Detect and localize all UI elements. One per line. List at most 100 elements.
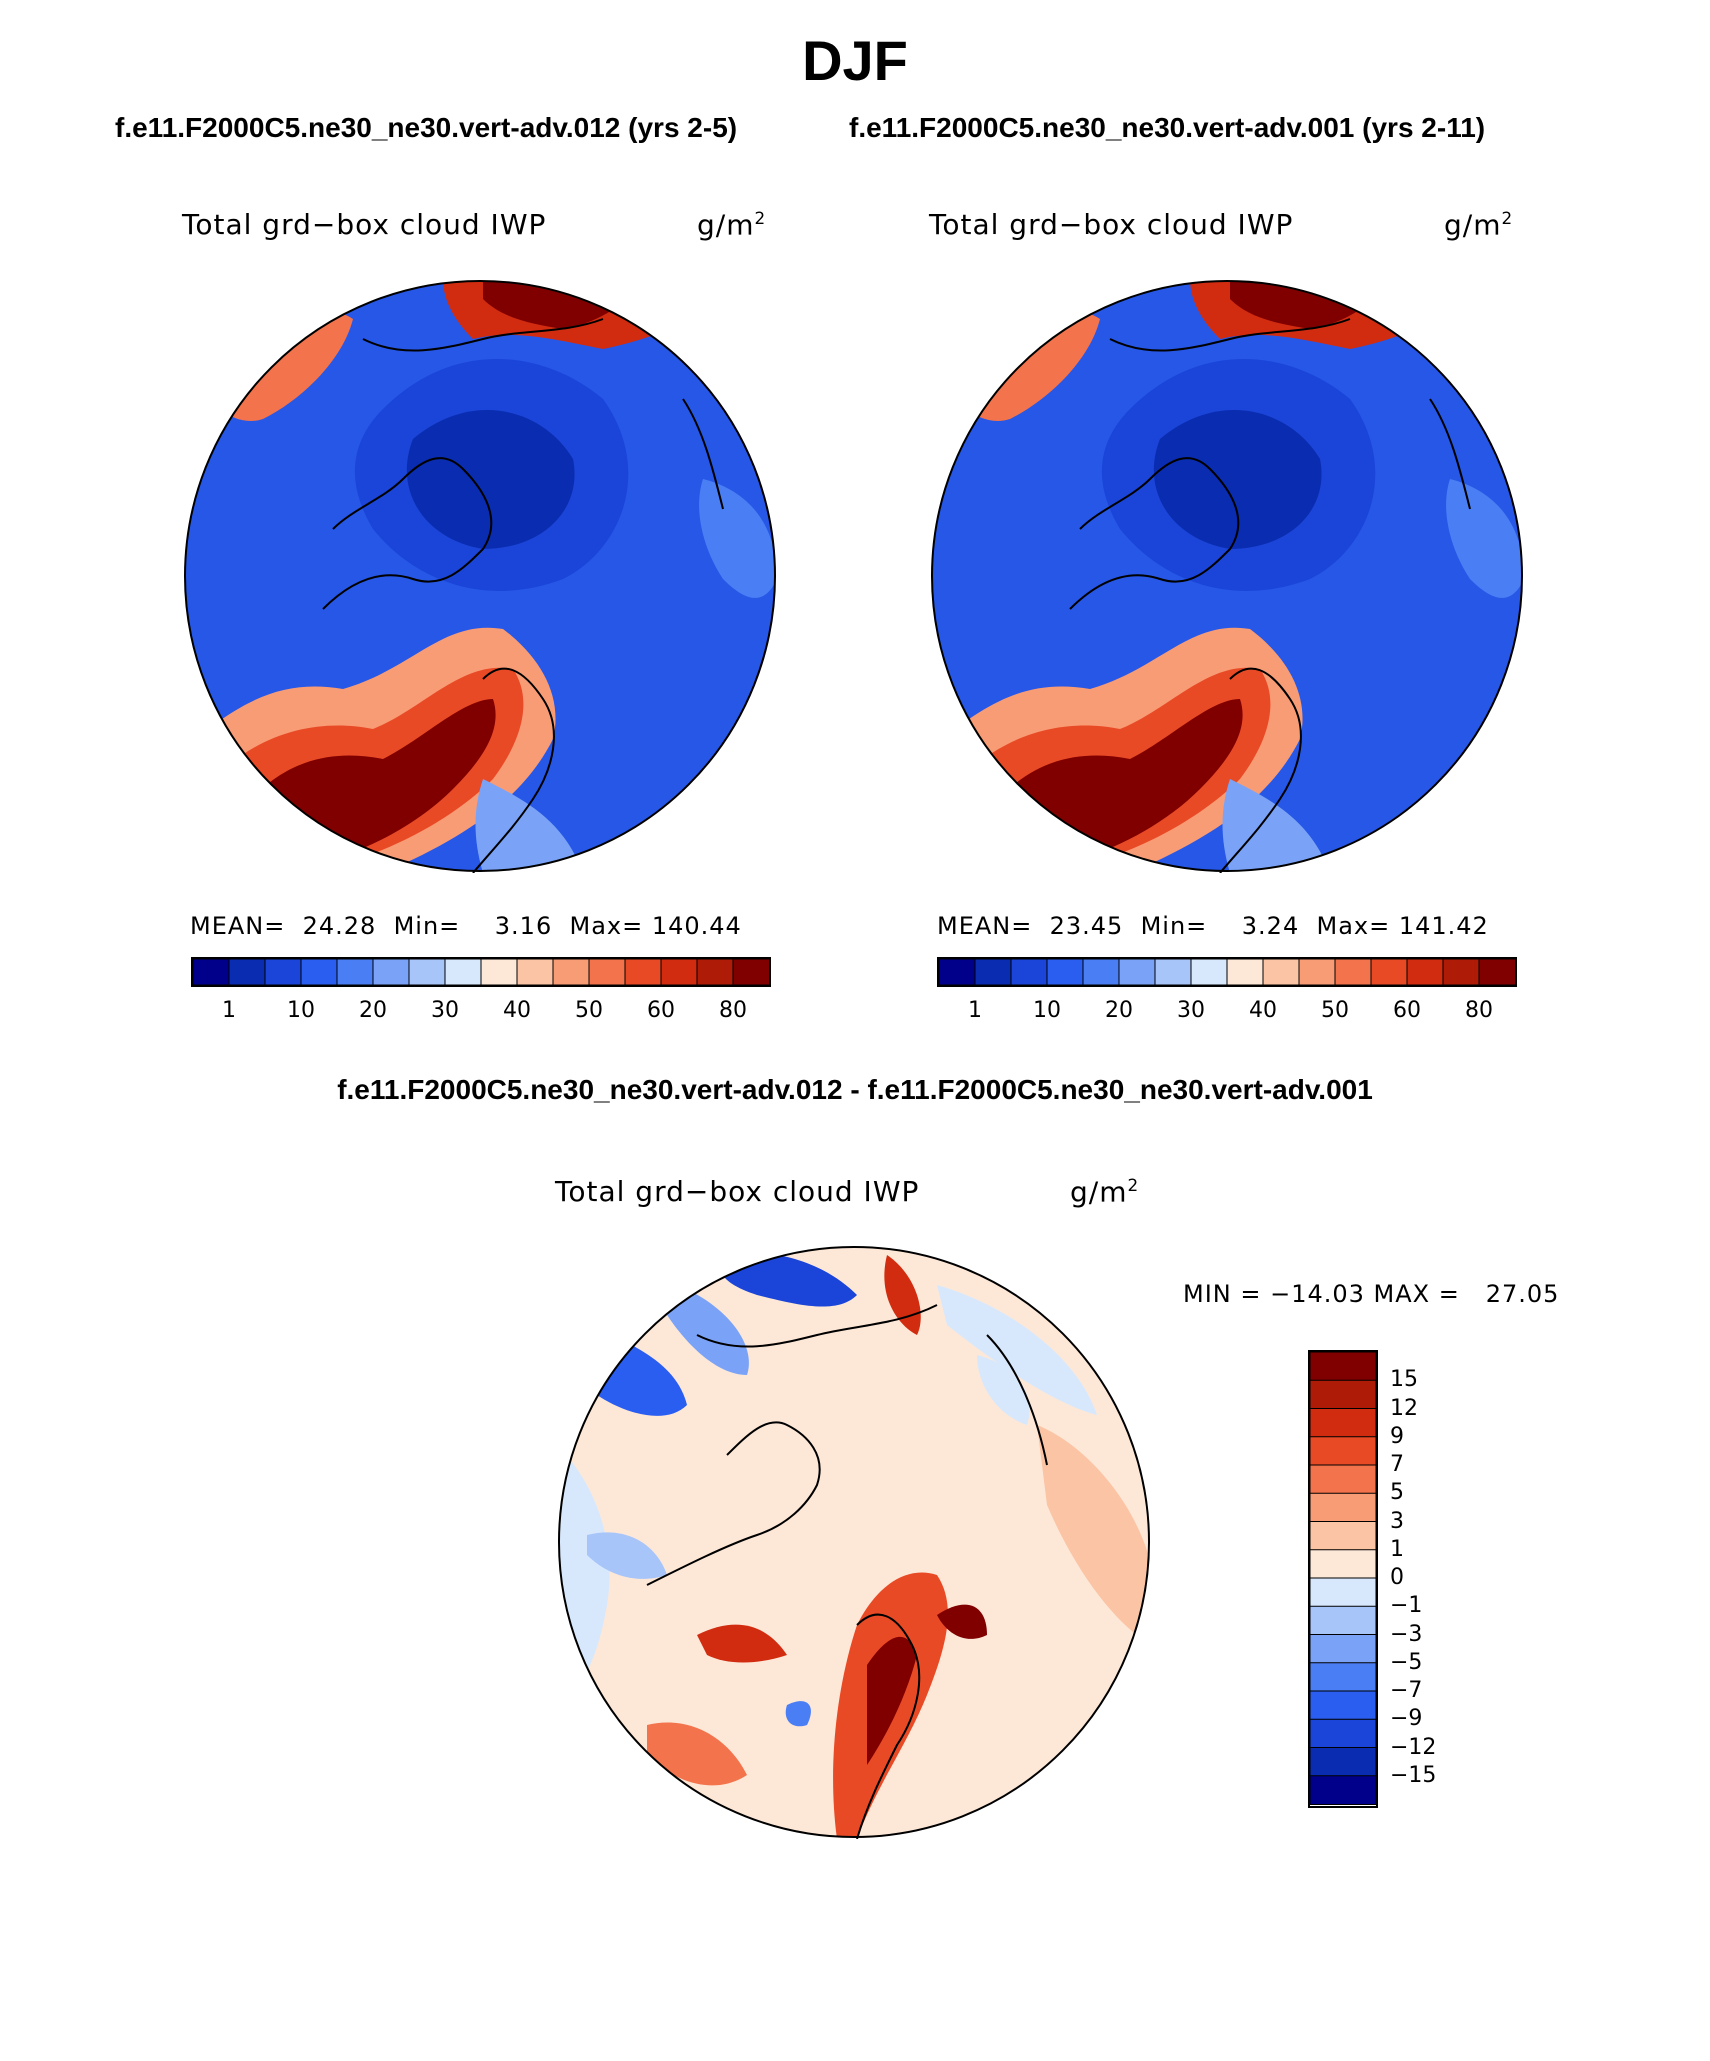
colorbar-right-tick-label: 10 — [1033, 998, 1061, 1023]
colorbar-right-tick-label: 40 — [1249, 998, 1277, 1023]
colorbar-diff-swatch — [1309, 1775, 1377, 1805]
minmax-diff: MIN = −14.03 MAX = 27.05 — [1183, 1280, 1560, 1308]
variable-label-right: Total grd−box cloud IWP — [929, 208, 1294, 241]
colorbar-diff-swatch — [1309, 1436, 1377, 1466]
colorbar-left-swatch — [516, 958, 554, 986]
colorbar-left-swatch — [336, 958, 374, 986]
colorbar-left-swatch — [444, 958, 482, 986]
colorbar-right-tick-label: 50 — [1321, 998, 1349, 1023]
colorbar-left-swatch — [588, 958, 626, 986]
colorbar-left-swatch — [552, 958, 590, 986]
colorbar-right-tick-label: 1 — [968, 998, 982, 1023]
colorbar-left — [191, 957, 771, 987]
colorbar-diff-tick-label: 9 — [1390, 1423, 1404, 1449]
colorbar-left-swatch — [660, 958, 698, 986]
colorbar-diff-swatch — [1309, 1521, 1377, 1551]
colorbar-diff-tick-label: −7 — [1390, 1678, 1423, 1703]
colorbar-diff-tick-label: 7 — [1390, 1452, 1404, 1477]
colorbar-left-swatch — [192, 958, 230, 986]
stats-left: MEAN= 24.28 Min= 3.16 Max= 140.44 — [190, 912, 742, 940]
stats-right: MEAN= 23.45 Min= 3.24 Max= 141.42 — [937, 912, 1489, 940]
colorbar-right-swatch — [1046, 958, 1084, 986]
colorbar-left-tick-label: 40 — [503, 998, 531, 1023]
colorbar-left-swatch — [624, 958, 662, 986]
colorbar-left-tick-label: 10 — [287, 998, 315, 1023]
colorbar-diff-tick-label: −15 — [1390, 1762, 1437, 1788]
colorbar-diff-swatch — [1309, 1379, 1377, 1410]
polar-map-diff — [558, 1246, 1150, 1839]
colorbar-right-swatch — [1442, 958, 1480, 986]
polar-map-left — [184, 280, 776, 873]
colorbar-left-swatch — [228, 958, 266, 986]
colorbar-right-tick-label: 80 — [1465, 998, 1493, 1023]
colorbar-diff-tick-label: −5 — [1390, 1649, 1423, 1675]
colorbar-right-swatch — [1298, 958, 1336, 986]
colorbar-diff-swatch — [1309, 1718, 1377, 1749]
colorbar-right-tick-label: 30 — [1177, 998, 1205, 1023]
colorbar-diff-swatch — [1309, 1605, 1377, 1636]
colorbar-diff-tick-label: −9 — [1390, 1706, 1423, 1732]
colorbar-right-swatch — [1406, 958, 1444, 986]
units-label-right: g/m2 — [1444, 208, 1514, 242]
colorbar-right-swatch — [1478, 958, 1516, 986]
colorbar-left-tick-label: 20 — [359, 998, 387, 1023]
colorbar-diff-swatch — [1309, 1464, 1377, 1495]
colorbar-diff-tick-label: −3 — [1390, 1621, 1423, 1647]
colorbar-right-swatch — [1262, 958, 1300, 986]
colorbar-diff-swatch — [1309, 1662, 1377, 1692]
colorbar-diff-tick-label: 12 — [1390, 1395, 1418, 1421]
colorbar-diff-swatch — [1309, 1634, 1377, 1664]
colorbar-left-tick-label: 50 — [575, 998, 603, 1023]
colorbar-diff-swatch — [1309, 1351, 1377, 1382]
colorbar-left-swatch — [480, 958, 518, 986]
colorbar-left-swatch — [264, 958, 302, 986]
colorbar-left-swatch — [732, 958, 770, 986]
colorbar-right-tick-label: 20 — [1105, 998, 1133, 1023]
variable-label-left: Total grd−box cloud IWP — [182, 208, 547, 241]
colorbar-left-tick-label: 1 — [222, 998, 236, 1023]
colorbar-diff-swatch — [1309, 1492, 1377, 1523]
colorbar-right-labels: 1 10 20 30 40 50 60 80 — [937, 998, 1517, 1028]
colorbar-left-swatch — [696, 958, 734, 986]
colorbar-right-swatch — [1154, 958, 1192, 986]
colorbar-right-swatch — [1082, 958, 1120, 986]
colorbar-left-labels: 1 10 20 30 40 50 60 80 — [191, 998, 771, 1028]
colorbar-diff-tick-label: −1 — [1390, 1593, 1423, 1619]
colorbar-diff-tick-label: 15 — [1390, 1367, 1418, 1393]
colorbar-left-swatch — [300, 958, 338, 986]
colorbar-right-swatch — [1010, 958, 1048, 986]
colorbar-left-tick-label: 30 — [431, 998, 459, 1023]
colorbar-diff-tick-label: 1 — [1390, 1536, 1404, 1562]
colorbar-diff — [1308, 1350, 1378, 1808]
colorbar-diff-swatch — [1309, 1549, 1377, 1579]
colorbar-right-swatch — [938, 958, 976, 986]
colorbar-right-tick-label: 60 — [1393, 998, 1421, 1023]
colorbar-diff-tick-label: 3 — [1390, 1508, 1404, 1534]
colorbar-diff-swatch — [1309, 1747, 1377, 1777]
units-label-diff: g/m2 — [1070, 1175, 1140, 1209]
colorbar-diff-tick-label: 0 — [1390, 1565, 1404, 1590]
colorbar-left-tick-label: 60 — [647, 998, 675, 1023]
figure-title: DJF — [802, 29, 908, 92]
colorbar-left-swatch — [408, 958, 446, 986]
colorbar-right — [937, 957, 1517, 987]
colorbar-right-swatch — [1226, 958, 1264, 986]
colorbar-right-swatch — [974, 958, 1012, 986]
colorbar-right-swatch — [1190, 958, 1228, 986]
colorbar-diff-swatch — [1309, 1577, 1377, 1608]
units-label-left: g/m2 — [697, 208, 767, 242]
colorbar-diff-swatch — [1309, 1690, 1377, 1721]
variable-label-diff: Total grd−box cloud IWP — [555, 1175, 920, 1208]
diff-title: f.e11.F2000C5.ne30_ne30.vert-adv.012 - f… — [337, 1074, 1373, 1105]
case-title-right: f.e11.F2000C5.ne30_ne30.vert-adv.001 (yr… — [849, 112, 1486, 143]
colorbar-diff-tick-label: −12 — [1390, 1734, 1437, 1760]
colorbar-left-tick-label: 80 — [719, 998, 747, 1023]
colorbar-right-swatch — [1370, 958, 1408, 986]
case-title-left: f.e11.F2000C5.ne30_ne30.vert-adv.012 (yr… — [115, 112, 738, 143]
polar-map-right — [931, 280, 1523, 873]
colorbar-diff-labels: 15 12 9 7 5 3 1 0 −1 −3 −5 −7 −9 −12 −15 — [1390, 1350, 1470, 1810]
colorbar-right-swatch — [1118, 958, 1156, 986]
colorbar-diff-tick-label: 5 — [1390, 1480, 1404, 1506]
colorbar-right-swatch — [1334, 958, 1372, 986]
colorbar-left-swatch — [372, 958, 410, 986]
